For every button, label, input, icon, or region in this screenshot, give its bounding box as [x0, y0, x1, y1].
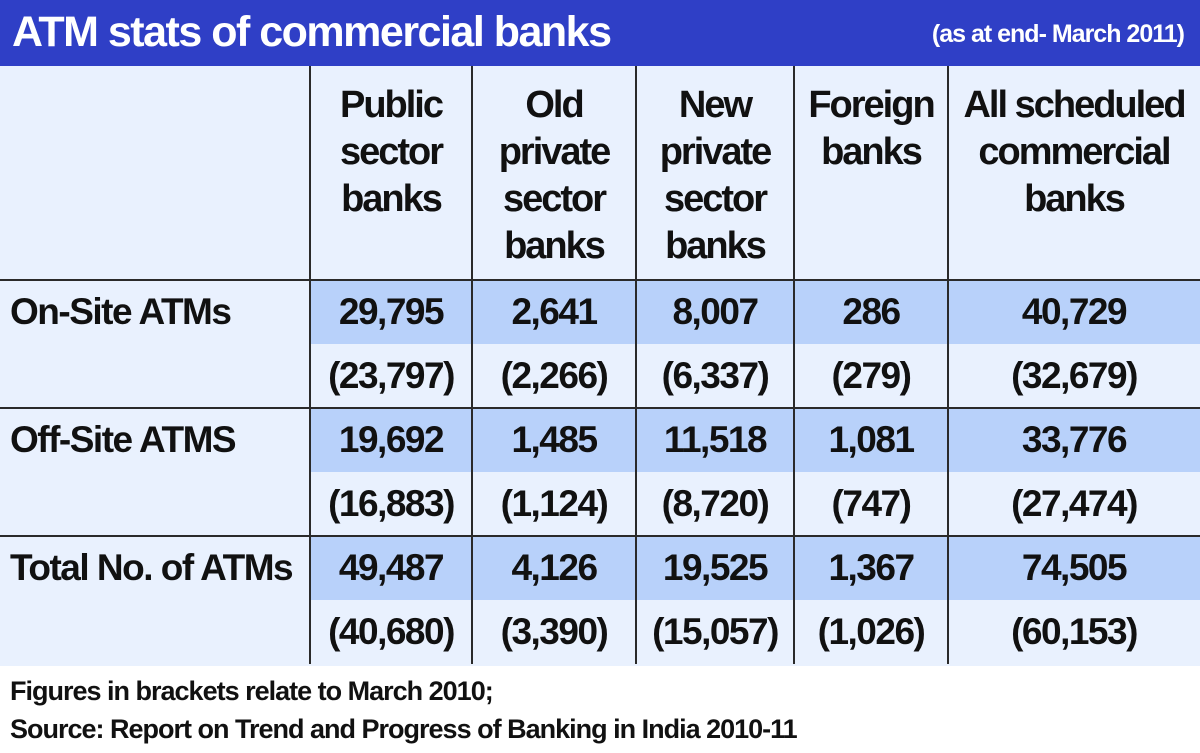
atm-stats-table: Public sector banks Old private sector banks Ne… [0, 66, 1200, 666]
row-divider [0, 535, 1200, 537]
value-cell-2010: (2,266) [500, 355, 609, 396]
row-label-text: Off-Site ATMS [10, 419, 237, 460]
column-header-line: All scheduled [963, 84, 1186, 126]
value-cell-2011: 33,776 [948, 408, 1200, 472]
chart-subtitle: (as at end- March 2011) [931, 20, 1185, 48]
row-label-text: On-Site ATMs [10, 291, 232, 332]
value-cell-2011: 1,081 [794, 408, 948, 472]
column-header-line: sector [663, 178, 768, 220]
value-cell-2010: (16,883) [328, 483, 455, 524]
column-header-line: private [659, 131, 773, 173]
column-divider [793, 66, 795, 664]
value-cell-2011: 29,795 [310, 280, 472, 344]
row-divider [0, 407, 1200, 409]
row-label-text: Total No. of ATMs [10, 547, 294, 588]
column-header-line: Public [339, 84, 444, 126]
column-header: Public sector banks [310, 66, 472, 280]
value-cell-2011: 11,518 [636, 408, 794, 472]
column-header: Old private sector banks [472, 66, 636, 280]
column-divider [471, 66, 473, 664]
value-cell-2011: 8,007 [636, 280, 794, 344]
column-header-line: sector [339, 131, 444, 173]
row-label: On-Site ATMs [0, 280, 310, 344]
value-cell-2011: 40,729 [948, 280, 1200, 344]
value-cell-2010: (1,124) [500, 483, 609, 524]
column-header-line: private [498, 131, 612, 173]
column-header: All scheduled commercial banks [948, 66, 1200, 280]
column-divider [309, 66, 311, 664]
value-cell-2010: (747) [831, 483, 912, 524]
value-cell-2011: 19,525 [636, 536, 794, 600]
value-cell-2011: 2,641 [472, 280, 636, 344]
value-cell-2011: 74,505 [948, 536, 1200, 600]
value-cell-2011: 4,126 [472, 536, 636, 600]
row-label: Total No. of ATMs [0, 536, 310, 600]
value-cell-2010: (8,720) [661, 483, 770, 524]
column-header-line: commercial [978, 131, 1171, 173]
value-cell-2011: 286 [794, 280, 948, 344]
column-header: Foreign banks [794, 66, 948, 280]
value-cell-2010: (279) [831, 355, 912, 396]
column-header-line: banks [341, 178, 443, 220]
value-cell-2010: (27,474) [1011, 483, 1138, 524]
column-divider [947, 66, 949, 664]
value-cell-2010: (32,679) [1011, 355, 1138, 396]
column-header-line: banks [1024, 178, 1126, 220]
source-note: Source: Report on Trend and Progress of … [10, 714, 798, 744]
column-header-line: banks [504, 225, 606, 267]
value-cell-2010: (3,390) [500, 611, 609, 652]
column-header-line: Foreign [808, 84, 935, 126]
column-header-line: Old [525, 84, 584, 126]
value-cell-2011: 19,692 [310, 408, 472, 472]
value-cell-2010: (60,153) [1011, 611, 1138, 652]
row-label: Off-Site ATMS [0, 408, 310, 472]
value-cell-2010: (15,057) [652, 611, 779, 652]
column-header-line: sector [502, 178, 607, 220]
title-bar: ATM stats of commercial banks (as at end… [0, 0, 1200, 66]
value-cell-2010: (40,680) [328, 611, 455, 652]
chart-title: ATM stats of commercial banks [12, 8, 612, 56]
value-cell-2010: (23,797) [328, 355, 455, 396]
column-header-line: New [678, 84, 753, 126]
column-header: New private sector banks [636, 66, 794, 280]
value-cell-2011: 1,485 [472, 408, 636, 472]
footnote: Figures in brackets relate to March 2010… [10, 676, 494, 706]
value-cell-2010: (6,337) [661, 355, 770, 396]
value-cell-2010: (1,026) [817, 611, 926, 652]
value-cell-2011: 1,367 [794, 536, 948, 600]
row-divider [0, 279, 1200, 281]
column-divider [635, 66, 637, 664]
column-header-line: banks [665, 225, 767, 267]
column-header-line: banks [821, 131, 923, 173]
value-cell-2011: 49,487 [310, 536, 472, 600]
